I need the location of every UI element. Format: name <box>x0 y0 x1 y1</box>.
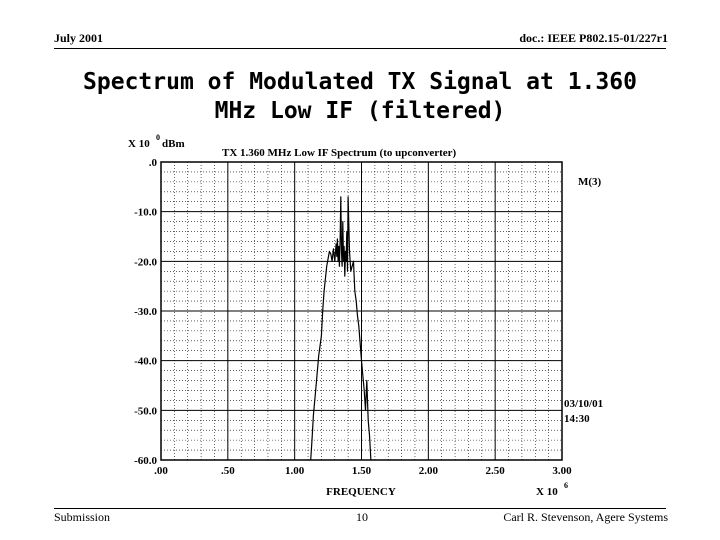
x-tick-label: .00 <box>154 465 168 477</box>
marker-label: M(3) <box>578 176 602 188</box>
y-tick-label: -30.0 <box>134 306 157 318</box>
footer-submission: Submission <box>54 510 111 524</box>
y-tick-label: -40.0 <box>134 356 157 368</box>
slide-title: Spectrum of Modulated TX Signal at 1.360… <box>83 69 637 124</box>
x-tick-label: 1.00 <box>285 465 305 477</box>
x-tick-label: 3.00 <box>552 465 572 477</box>
stamp-date: 03/10/01 <box>564 398 603 410</box>
spectrum-chart: .0 -10.0 -20.0 -30.0 -40.0 -50.0 -60.0.00 .50 1.… <box>128 133 603 498</box>
chart-title: TX 1.360 MHz Low IF Spectrum (to upconve… <box>222 147 457 159</box>
x-multiplier: X 10 <box>536 486 558 498</box>
header-doc-id: doc.: IEEE P802.15-01/227r1 <box>519 31 668 45</box>
x-tick-label: .50 <box>221 465 235 477</box>
y-tick-label: .0 <box>149 157 158 169</box>
plot-frame <box>160 161 563 461</box>
header-rule <box>54 48 666 49</box>
footer-page-number: 10 <box>356 510 368 524</box>
y-tick-label: -10.0 <box>134 207 157 219</box>
footer-rule <box>54 508 666 509</box>
header-date: July 2001 <box>54 31 104 45</box>
y-tick-label: -60.0 <box>134 455 157 467</box>
x-multiplier-exponent: 6 <box>564 481 568 490</box>
footer-author: Carl R. Stevenson, Agere Systems <box>503 510 668 524</box>
y-unit-prefix: X 10 <box>128 138 150 150</box>
x-tick-label: 2.50 <box>486 465 506 477</box>
y-tick-label: -20.0 <box>134 256 157 268</box>
x-axis-label: FREQUENCY <box>326 486 396 498</box>
x-tick-label: 2.00 <box>419 465 439 477</box>
y-tick-label: -50.0 <box>134 405 157 417</box>
y-unit-exponent: 0 <box>156 133 160 142</box>
spectrum-trace <box>310 196 372 461</box>
y-unit-label: dBm <box>162 138 185 150</box>
stamp-time: 14:30 <box>564 413 590 425</box>
x-tick-label: 1.50 <box>352 465 372 477</box>
